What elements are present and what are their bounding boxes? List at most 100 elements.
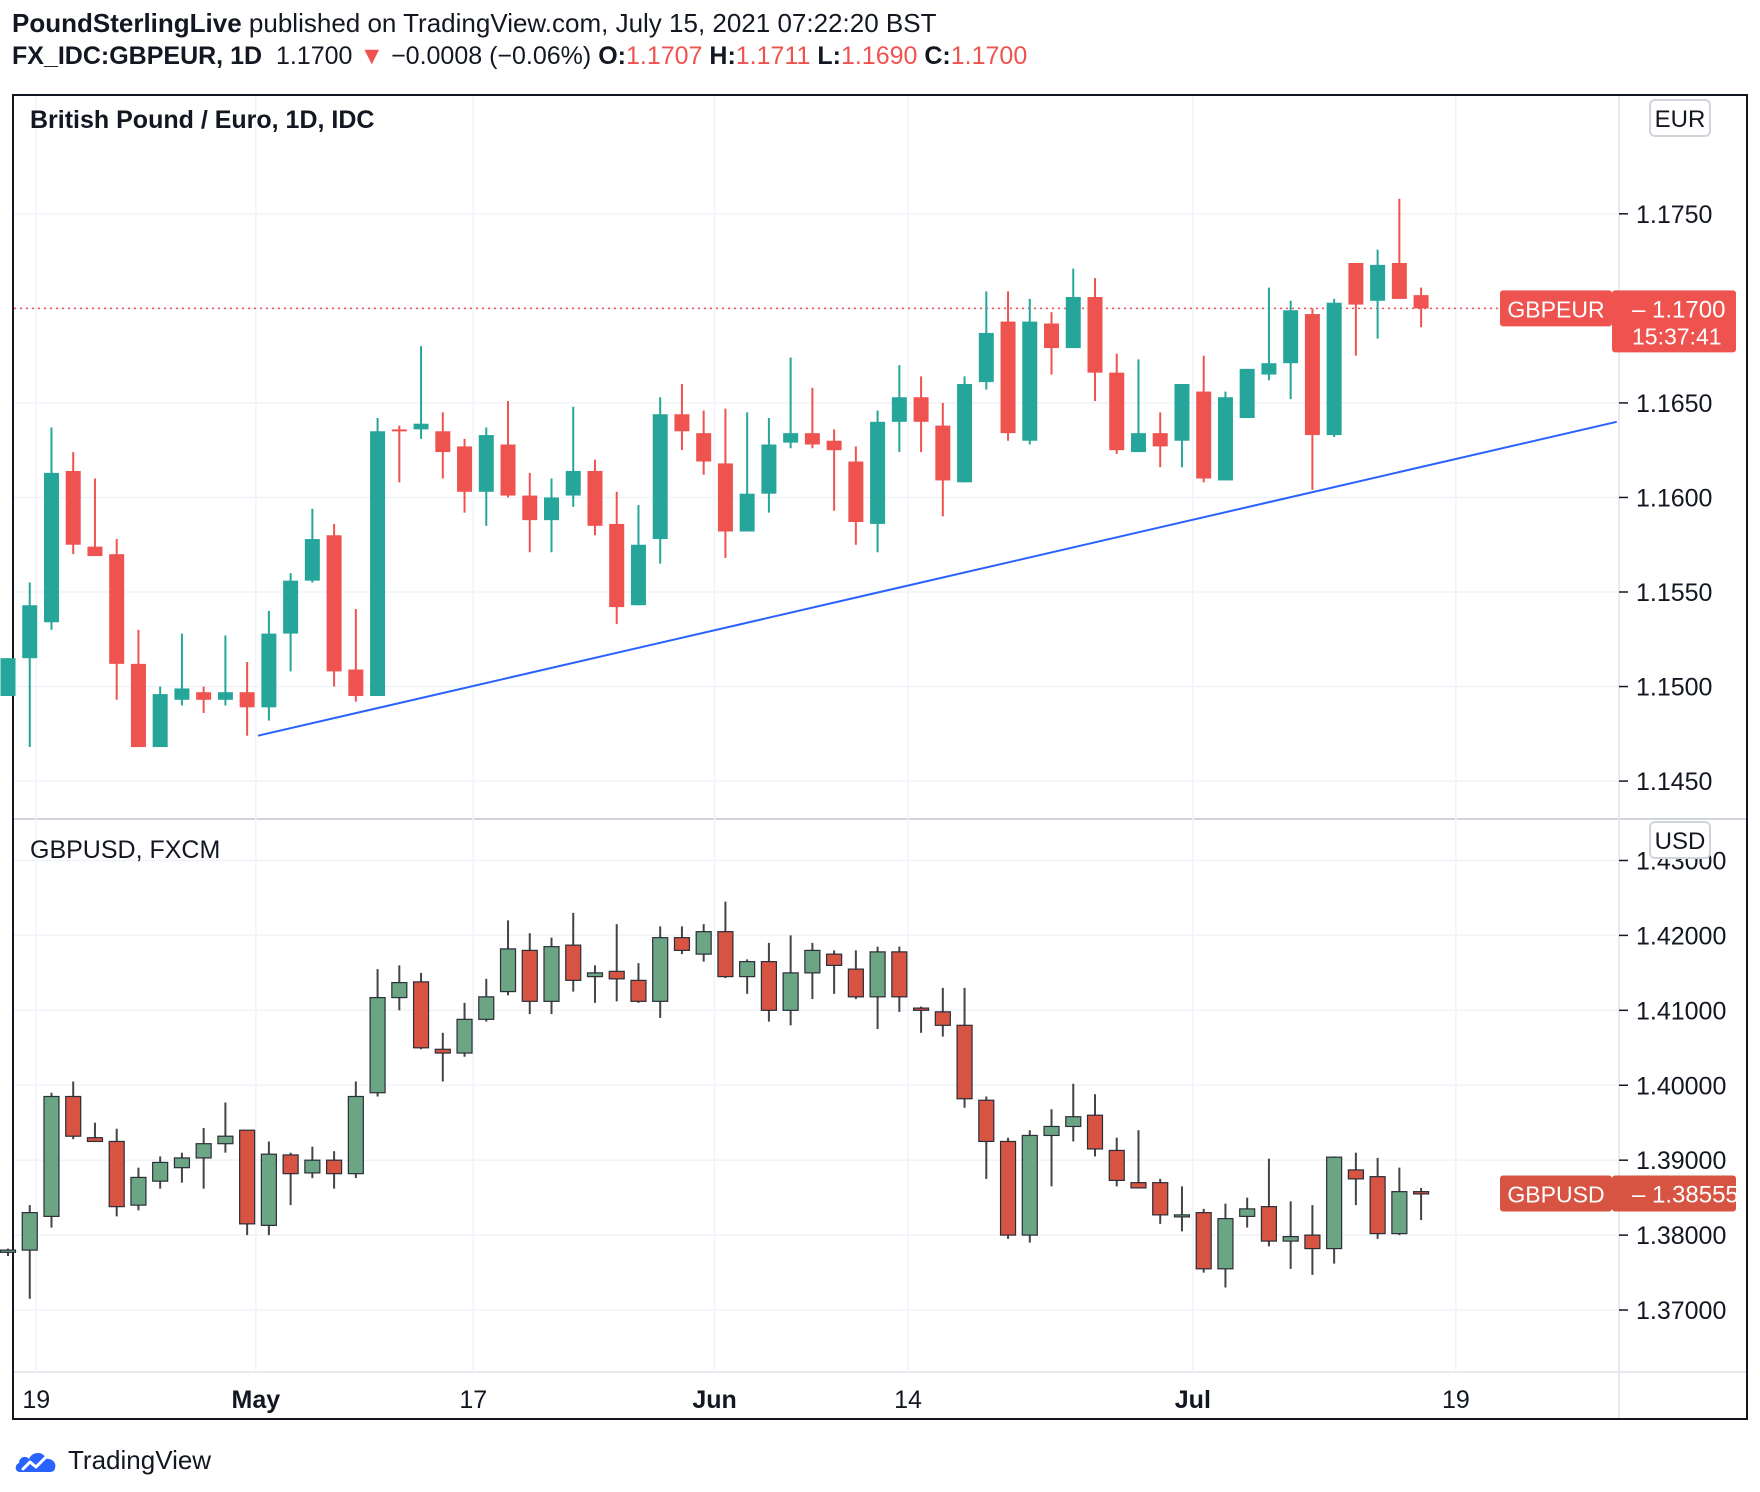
bar-countdown: 15:37:41: [1632, 323, 1722, 349]
candle-body: [217, 692, 233, 700]
y-tick-label: 1.38000: [1636, 1222, 1726, 1250]
y-tick-label: 1.1750: [1636, 201, 1712, 229]
candle-body: [413, 423, 429, 430]
candle-body: [1304, 1234, 1321, 1250]
candle-body: [1130, 1182, 1147, 1189]
candle-body: [1065, 297, 1081, 349]
y-tick-label: 1.1500: [1636, 674, 1712, 702]
candle-body: [65, 1095, 82, 1137]
candle-body: [957, 384, 973, 483]
candle-body: [1326, 1156, 1343, 1250]
candle-body: [196, 692, 212, 700]
candle-body: [348, 669, 364, 696]
candle-body: [391, 429, 407, 432]
candle-body: [1152, 1182, 1169, 1216]
x-tick-label: Jun: [692, 1386, 736, 1414]
candle-body: [717, 463, 733, 532]
candle-body: [1369, 1176, 1386, 1235]
candle-body: [935, 425, 951, 481]
candle-body: [195, 1143, 212, 1159]
symbol-ohlc-line: FX_IDC:GBPEUR, 1D 1.1700 ▼ −0.0008 (−0.0…: [12, 42, 1027, 71]
candle-body: [1348, 262, 1364, 305]
candle-body: [347, 1095, 364, 1175]
candle-body: [87, 546, 103, 557]
trendline: [257, 420, 1617, 737]
candle-body: [239, 1129, 256, 1225]
high-label: H:: [709, 42, 736, 70]
candle-body: [652, 937, 669, 1002]
candle-body: [804, 433, 820, 445]
candle-body: [1304, 314, 1320, 436]
low-label: L:: [817, 42, 841, 70]
x-tick-label: 17: [459, 1386, 487, 1414]
symbol-badge: [1500, 290, 1612, 327]
candle-body: [978, 332, 994, 383]
x-tick-label: 14: [894, 1386, 922, 1414]
candle-body: [1261, 363, 1277, 375]
candle-body: [760, 961, 778, 1011]
publish-line: PoundSterlingLive published on TradingVi…: [12, 8, 936, 39]
price-change: −0.0008 (−0.06%): [391, 42, 592, 70]
currency-label: USD: [1655, 828, 1706, 855]
candle-body: [587, 470, 603, 526]
candle-body: [848, 461, 864, 523]
candle-body: [1087, 297, 1103, 373]
x-tick-label: May: [232, 1386, 281, 1414]
symbol-badge-label: GBPUSD: [1507, 1182, 1604, 1208]
candle-body: [43, 1095, 60, 1217]
candle-body: [717, 931, 734, 978]
candle-body: [1174, 384, 1190, 441]
candle-body: [108, 1140, 125, 1208]
candle-body: [521, 949, 538, 1002]
candle-body: [673, 937, 691, 951]
candle-body: [522, 495, 538, 521]
tradingview-brand: TradingView: [68, 1445, 212, 1475]
candle-body: [608, 970, 625, 980]
price-badge-value: – 1.38555: [1632, 1182, 1739, 1209]
tradingview-cloud-icon: [15, 1452, 56, 1472]
x-tick-label: Jul: [1175, 1386, 1211, 1414]
candle-body: [43, 472, 59, 623]
candle-body: [1108, 1149, 1125, 1182]
published-text: published on TradingView.com, July 15, 2…: [248, 8, 937, 38]
candle-body: [457, 446, 473, 492]
y-tick-label: 1.40000: [1636, 1072, 1726, 1100]
candle-body: [21, 1212, 38, 1251]
candle-body: [891, 951, 908, 998]
candle-body: [826, 953, 843, 966]
candle-body: [260, 1153, 277, 1226]
candle-body: [1283, 310, 1299, 364]
candle-body: [1412, 1191, 1430, 1195]
candle-body: [652, 414, 668, 540]
candle-body: [782, 972, 799, 1011]
candle-body: [804, 949, 821, 974]
candle-body: [22, 605, 38, 659]
candle-body: [1347, 1169, 1364, 1180]
publisher-name: PoundSterlingLive: [12, 8, 242, 38]
close-value: 1.1700: [950, 42, 1028, 70]
candle-body: [1370, 264, 1386, 301]
candle-body: [412, 981, 430, 1049]
candle-body: [1021, 1134, 1038, 1236]
candle-body: [586, 972, 604, 978]
price-badge-value: – 1.1700: [1632, 296, 1725, 323]
candle-body: [478, 435, 494, 492]
candle-body: [1043, 1125, 1060, 1137]
candle-body: [565, 470, 581, 496]
pane-title: GBPUSD, FXCM: [30, 836, 220, 864]
candle-body: [1086, 1114, 1104, 1150]
candle-body: [391, 982, 408, 999]
x-tick-label: 19: [22, 1386, 50, 1414]
y-tick-label: 1.37000: [1636, 1297, 1726, 1325]
price-badge: [1612, 290, 1736, 353]
candle-body: [1196, 391, 1212, 479]
candle-body: [435, 431, 451, 453]
candle-body: [109, 554, 125, 664]
candle-body: [783, 433, 799, 443]
candle-body: [609, 523, 625, 608]
candle-body: [0, 1249, 17, 1253]
candle-body: [565, 944, 582, 981]
tradingview-logo[interactable]: TradingView: [14, 1445, 211, 1476]
candle-body: [1022, 321, 1038, 441]
